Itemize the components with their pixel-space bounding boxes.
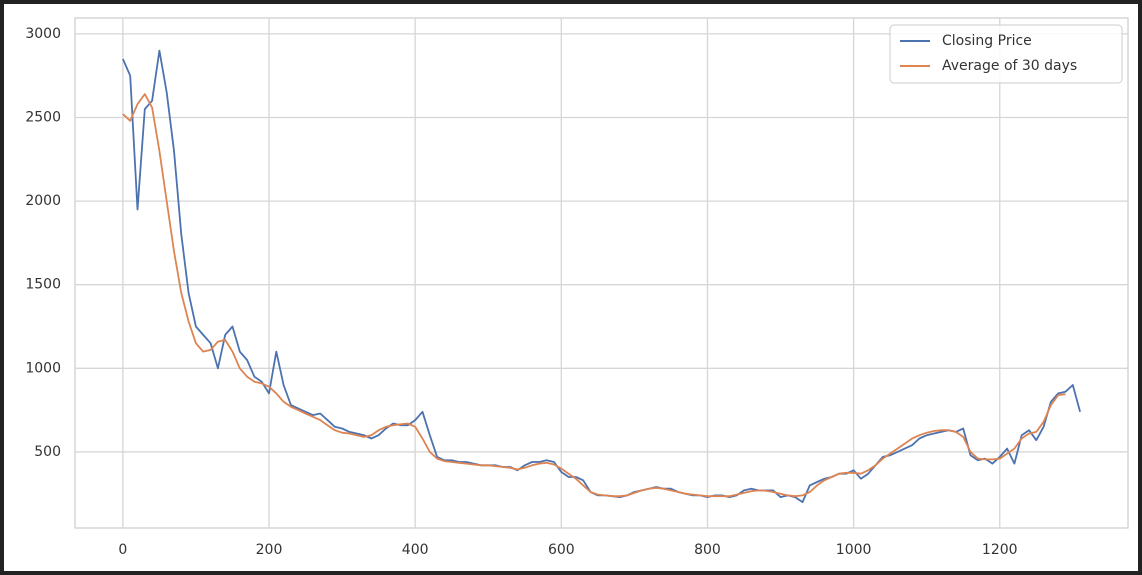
x-tick-label: 1000 <box>836 542 872 558</box>
y-tick-label: 1000 <box>25 360 61 376</box>
y-tick-label: 1500 <box>25 277 61 293</box>
x-tick-label: 800 <box>694 542 721 558</box>
legend-box <box>889 24 1123 84</box>
x-tick-label: 0 <box>118 542 127 558</box>
legend-label: Closing Price <box>942 33 1032 49</box>
y-tick-label: 2000 <box>25 193 61 209</box>
x-tick-label: 400 <box>402 542 429 558</box>
series-line <box>122 93 1066 498</box>
x-tick-label: 600 <box>548 542 575 558</box>
x-tick-label: 200 <box>256 542 283 558</box>
legend-label: Average of 30 days <box>942 58 1077 74</box>
y-tick-label: 500 <box>34 444 61 460</box>
y-tick-label: 3000 <box>25 26 61 42</box>
plot-area <box>74 17 1129 529</box>
x-tick-label: 1200 <box>982 542 1018 558</box>
y-tick-label: 2500 <box>25 109 61 125</box>
